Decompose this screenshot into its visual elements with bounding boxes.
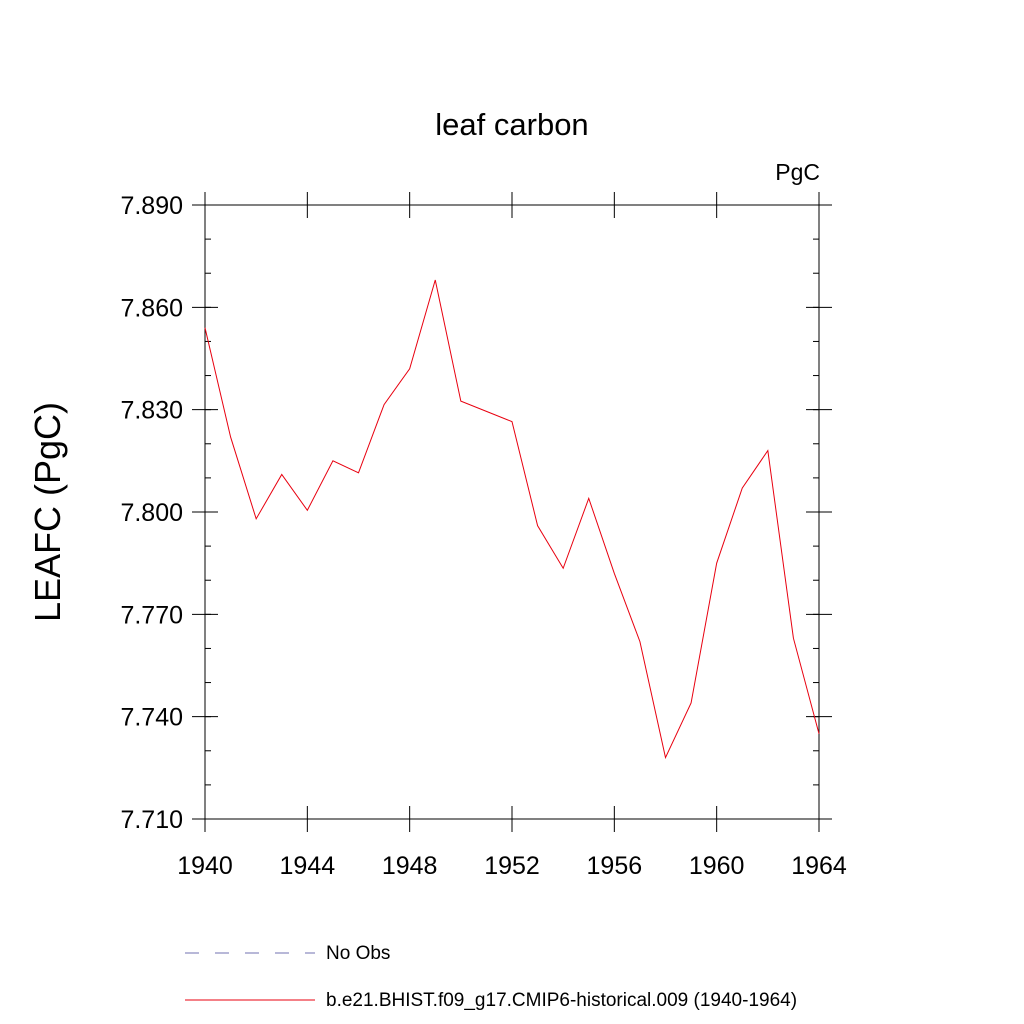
y-tick-label: 7.770: [120, 601, 183, 629]
x-tick-label: 1940: [177, 852, 233, 880]
legend-label-historical: b.e21.BHIST.f09_g17.CMIP6-historical.009…: [326, 990, 797, 1011]
chart-title: leaf carbon: [435, 107, 588, 142]
y-tick-label: 7.800: [120, 499, 183, 527]
x-tick-label: 1956: [587, 852, 643, 880]
series-layer: [204, 279, 820, 760]
y-tick-labels: 7.710 7.740 7.770 7.800 7.830 7.860 7.890: [120, 192, 183, 834]
y-tick-label: 7.890: [120, 192, 183, 220]
x-tick-labels: 1940 1944 1948 1952 1956 1960 1964: [177, 852, 847, 880]
x-tick-label: 1964: [791, 852, 847, 880]
minor-ticks: [205, 204, 819, 820]
y-tick-label: 7.830: [120, 397, 183, 425]
plot-frame: [204, 204, 820, 820]
series-line-historical: [204, 279, 820, 760]
x-tick-label: 1952: [484, 852, 540, 880]
legend-label-no-obs: No Obs: [326, 943, 390, 964]
units-label: PgC: [775, 159, 820, 185]
y-tick-label: 7.710: [120, 806, 183, 834]
y-tick-label: 7.860: [120, 294, 183, 322]
x-tick-label: 1948: [382, 852, 438, 880]
y-axis-label: LEAFC (PgC): [27, 402, 68, 622]
x-tick-label: 1960: [689, 852, 745, 880]
major-ticks: [192, 192, 832, 832]
x-tick-label: 1944: [280, 852, 336, 880]
legend: No Obs b.e21.BHIST.f09_g17.CMIP6-histori…: [185, 943, 797, 1011]
y-tick-label: 7.740: [120, 704, 183, 732]
